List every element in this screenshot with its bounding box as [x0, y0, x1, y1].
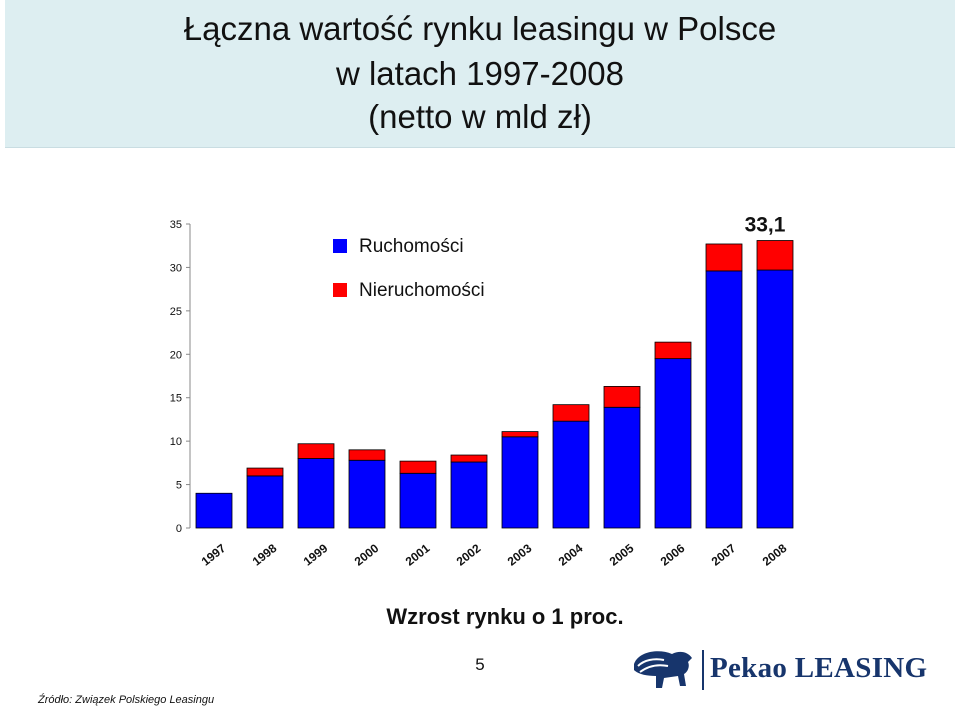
x-tick-label: 1999	[301, 541, 331, 569]
legend-label: Ruchomości	[359, 236, 464, 257]
chart-title-line-1: Łączna wartość rynku leasingu w Polsce	[183, 10, 777, 47]
page-number: 5	[475, 655, 485, 674]
bar-nieruchomosci-2005	[603, 386, 641, 408]
bar-ruchomosci-2007	[705, 270, 743, 529]
total-annotation: 33,1	[745, 214, 786, 237]
bar-nieruchomosci-2001	[399, 460, 437, 474]
logo-text: Pekao LEASING	[710, 652, 928, 684]
legend-swatch	[333, 239, 347, 253]
chart-title-line-3: (netto w mld zł)	[368, 98, 592, 135]
y-tick-label: 0	[176, 523, 182, 535]
bar-nieruchomosci-2007	[705, 243, 743, 272]
y-tick-label: 10	[170, 436, 182, 448]
bar-nieruchomosci-1998	[246, 467, 284, 477]
legend-label: Nieruchomości	[359, 280, 485, 301]
bar-ruchomosci-1997	[195, 492, 233, 529]
title-band: Łączna wartość rynku leasingu w Polsce w…	[5, 0, 955, 148]
y-tick-label: 35	[170, 219, 182, 231]
x-tick-label: 2007	[709, 541, 739, 569]
bar-ruchomosci-2006	[654, 358, 692, 529]
x-tick-label: 2005	[607, 541, 637, 569]
x-tick-label: 1997	[199, 541, 229, 569]
y-tick-label: 15	[170, 393, 182, 405]
bar-ruchomosci-1998	[246, 475, 284, 529]
bar-nieruchomosci-2004	[552, 404, 590, 422]
bar-nieruchomosci-2002	[450, 454, 488, 463]
bar-nieruchomosci-2008	[756, 240, 794, 271]
source-note: Źródło: Związek Polskiego Leasingu	[38, 694, 215, 706]
bar-ruchomosci-1999	[297, 458, 335, 529]
x-tick-label: 2006	[658, 541, 688, 569]
x-tick-label: 2003	[505, 541, 535, 569]
logo-divider	[702, 650, 704, 690]
x-tick-label: 2008	[760, 541, 790, 569]
y-tick-label: 5	[176, 480, 182, 492]
pekao-leasing-logo: Pekao LEASING	[628, 646, 927, 694]
x-tick-label: 2002	[454, 541, 484, 569]
x-tick-label: 2004	[556, 541, 586, 569]
bison-logo-icon	[634, 651, 692, 688]
bar-ruchomosci-2003	[501, 436, 539, 529]
x-tick-label: 1998	[250, 541, 280, 569]
stacked-bar-chart: 0 5 10 15 20 25 30 35 1997 1998 1999 2000 2001 2002 20…	[170, 214, 794, 569]
bar-nieruchomosci-1999	[297, 443, 335, 459]
y-tick-label: 30	[170, 262, 182, 274]
bar-nieruchomosci-2003	[501, 431, 539, 438]
x-tick-label: 2000	[352, 541, 382, 569]
y-tick-label: 25	[170, 306, 182, 318]
legend-swatch	[333, 283, 347, 297]
growth-note: Wzrost rynku o 1 proc.	[386, 604, 624, 629]
y-tick-label: 20	[170, 349, 182, 361]
bar-ruchomosci-2000	[348, 459, 386, 529]
bar-ruchomosci-2002	[450, 461, 488, 529]
x-tick-label: 2001	[403, 541, 433, 569]
bar-ruchomosci-2001	[399, 472, 437, 529]
bar-ruchomosci-2004	[552, 420, 590, 529]
bar-nieruchomosci-2006	[654, 341, 692, 360]
chart-title-line-2: w latach 1997-2008	[335, 55, 625, 92]
bar-nieruchomosci-2000	[348, 449, 386, 461]
bar-ruchomosci-2005	[603, 406, 641, 529]
bar-ruchomosci-2008	[756, 269, 794, 529]
